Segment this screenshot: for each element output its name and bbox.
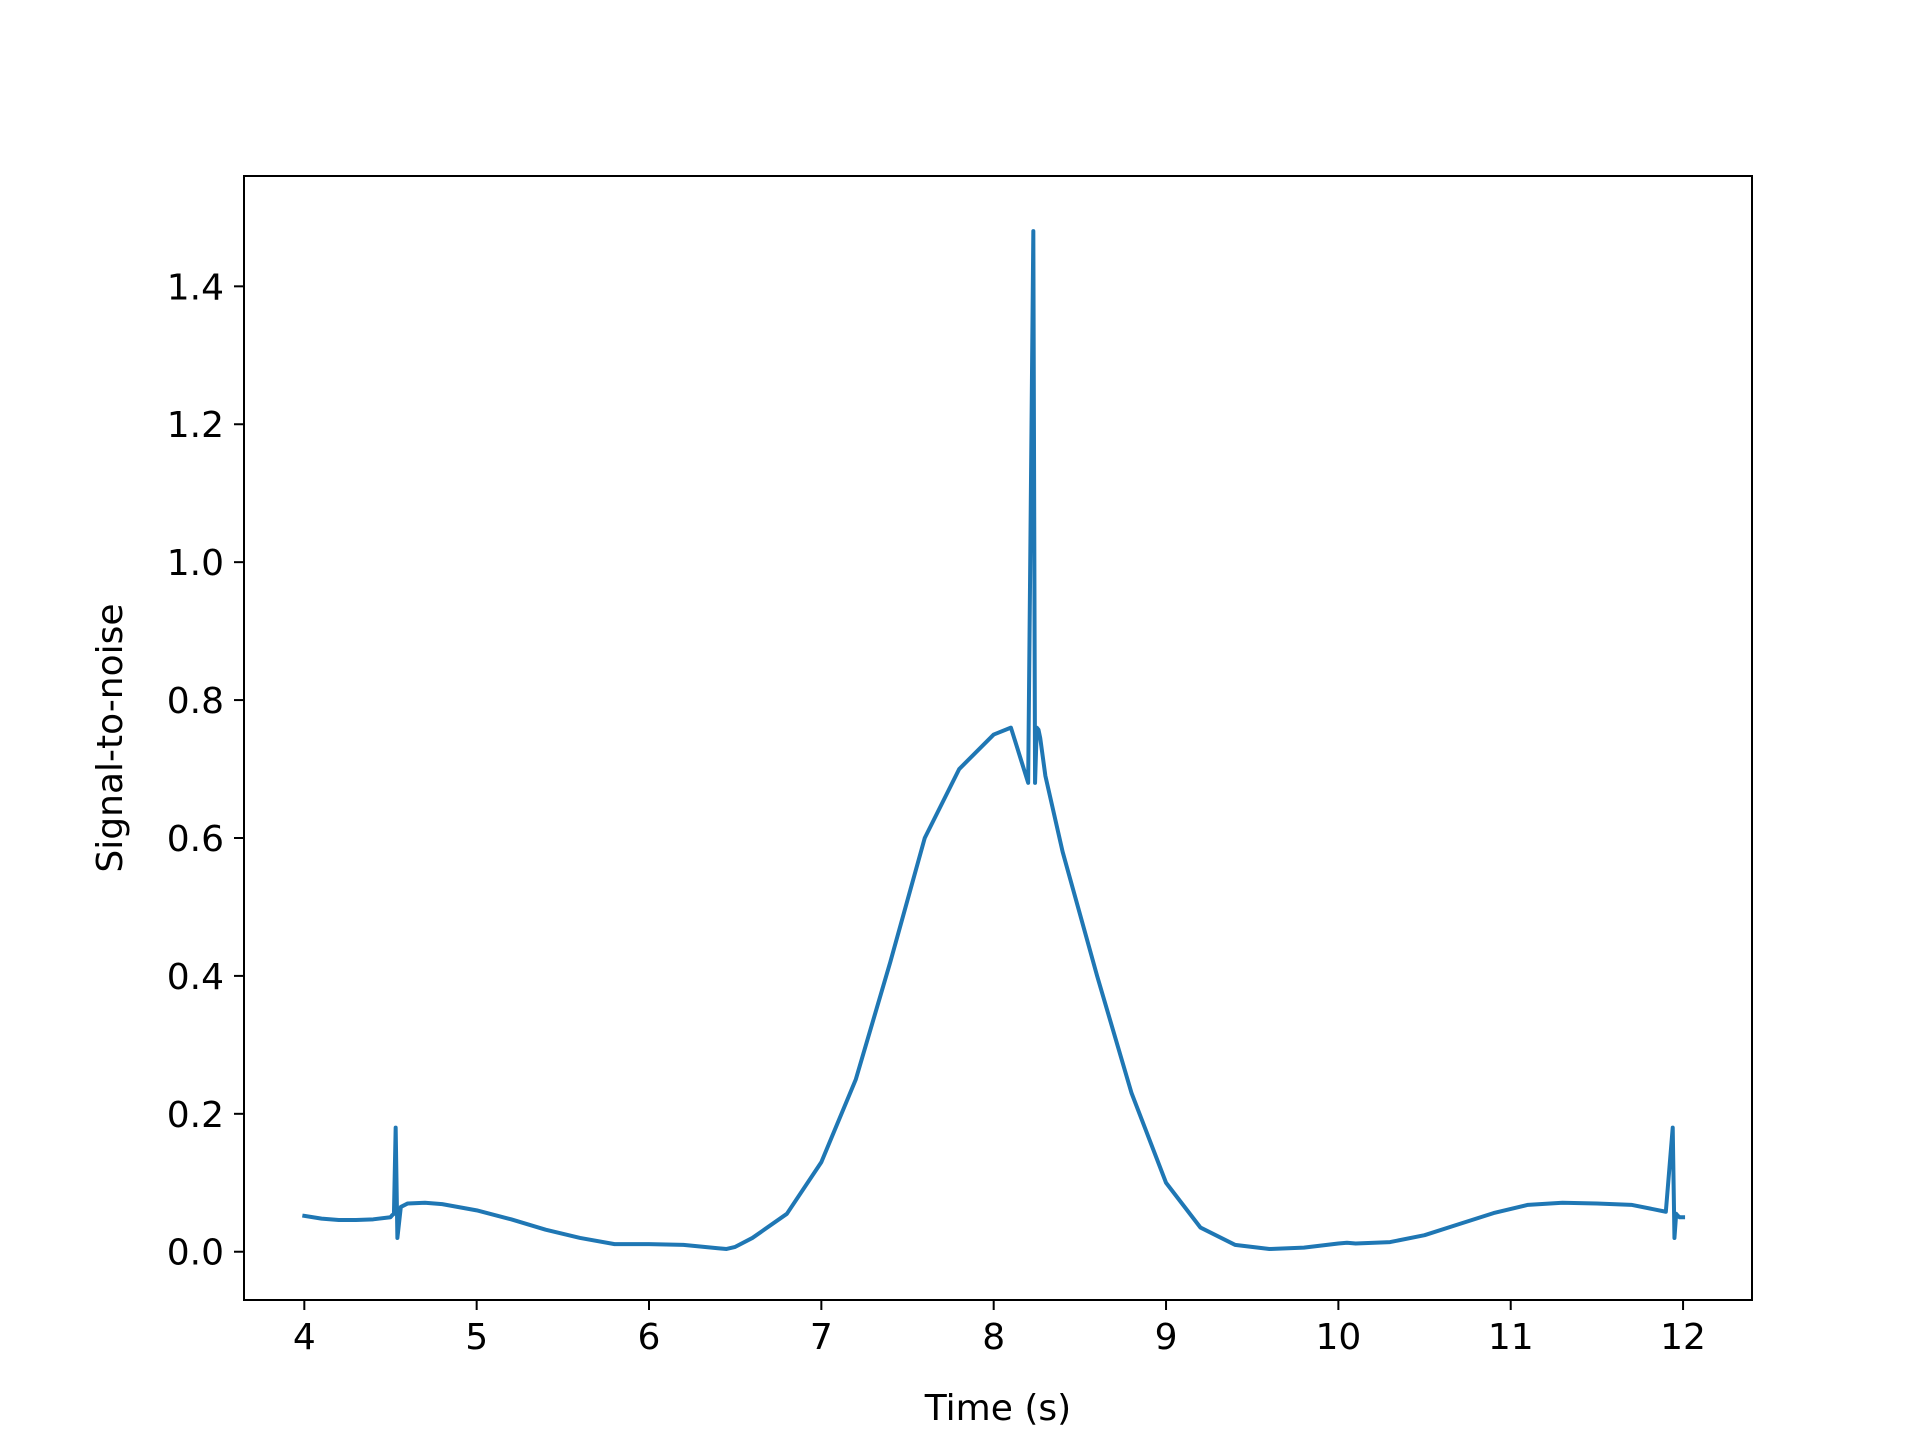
y-tick-label: 0.4 [167,957,224,998]
x-tick-label: 7 [810,1317,833,1358]
axes-frame [243,175,1753,1301]
series-line [302,229,1686,1251]
x-tick-label: 9 [1155,1317,1178,1358]
plot-area [302,229,1686,1251]
y-tick-label: 1.4 [167,267,224,308]
x-tick-label: 4 [293,1317,316,1358]
x-tick-label: 12 [1660,1317,1706,1358]
y-tick-label: 1.2 [167,405,224,446]
x-tick-label: 6 [638,1317,661,1358]
y-tick-label: 0.6 [167,819,224,860]
y-tick-label: 0.2 [167,1095,224,1136]
y-axis-ticks: 0.0 0.2 0.4 0.6 0.8 1.0 1.2 1.4 [167,267,244,1274]
y-tick-label: 0.0 [167,1233,224,1274]
y-tick-label: 0.8 [167,681,224,722]
x-tick-label: 5 [465,1317,488,1358]
x-tick-label: 8 [982,1317,1005,1358]
x-axis-label: Time (s) [924,1388,1071,1429]
x-axis-ticks: 4 5 6 7 8 9 10 11 12 [293,1300,1706,1358]
x-tick-label: 10 [1315,1317,1361,1358]
x-tick-label: 11 [1488,1317,1534,1358]
y-tick-label: 1.0 [167,543,224,584]
y-axis-label: Signal-to-noise [90,603,131,872]
